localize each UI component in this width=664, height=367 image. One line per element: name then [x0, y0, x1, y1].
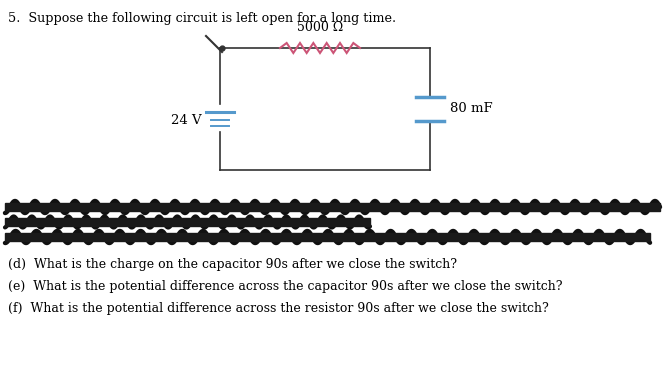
Text: (c)  What is: (c) What is [8, 233, 68, 241]
Text: 5.  Suppose the following circuit is left open for a long time.: 5. Suppose the following circuit is left… [8, 12, 396, 25]
Text: (d)  What is the charge on the capacitor 90s after we close the switch?: (d) What is the charge on the capacitor … [8, 258, 457, 271]
Bar [5, 233, 650, 241]
Bar [5, 218, 370, 226]
Text: 80 mF: 80 mF [450, 102, 493, 116]
Bar [5, 203, 660, 211]
Text: (e)  What is the potential difference across the capacitor 90s after we close th: (e) What is the potential difference acr… [8, 280, 562, 293]
Text: (b)  What is: (b) What is [8, 218, 69, 226]
Text: 24 V: 24 V [171, 113, 202, 127]
Text: (a)  What is: (a) What is [8, 203, 68, 211]
Text: (f)  What is the potential difference across the resistor 90s after we close the: (f) What is the potential difference acr… [8, 302, 548, 315]
Text: 5000 Ω: 5000 Ω [297, 21, 343, 34]
